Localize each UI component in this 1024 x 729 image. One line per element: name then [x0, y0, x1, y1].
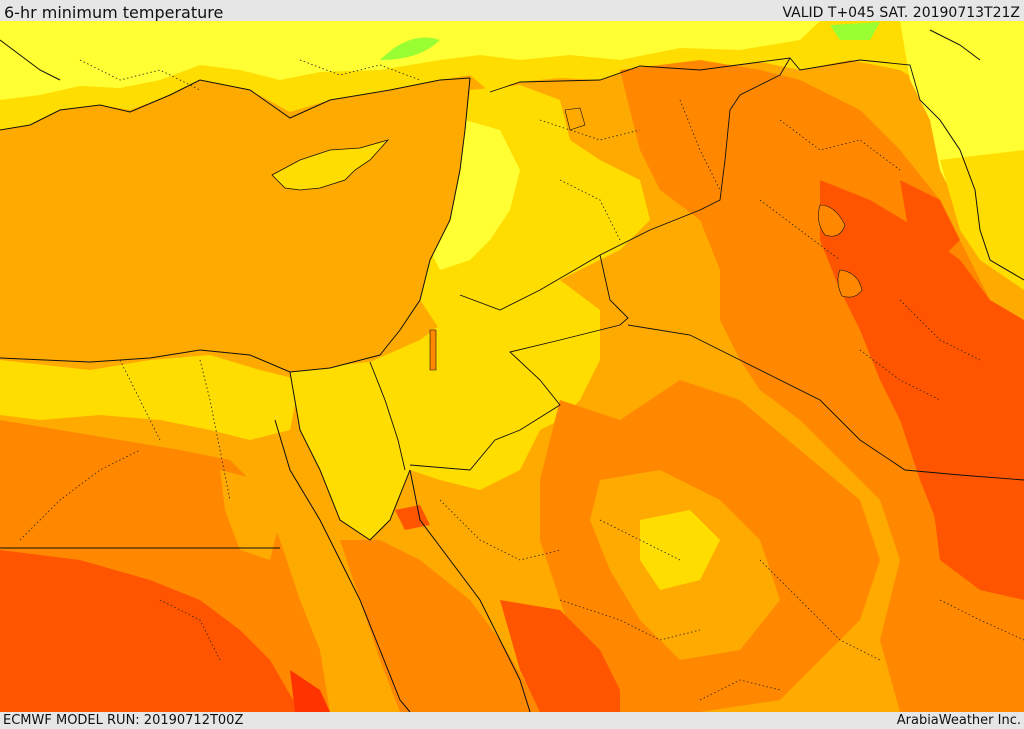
- dead-sea: [429, 329, 437, 371]
- national-borders: [0, 57, 1024, 549]
- temp-zone-ne-hot: [900, 180, 960, 260]
- temp-zone-gulf-red: [930, 470, 1024, 600]
- cyprus: [271, 139, 390, 191]
- temp-zone-green-2: [830, 22, 880, 40]
- footer-bar: ECMWF MODEL RUN: 20190712T00Z ArabiaWeat…: [0, 712, 1024, 729]
- map-svg: [0, 21, 1024, 712]
- credit: ArabiaWeather Inc.: [896, 713, 1021, 728]
- temp-zone-green-1: [380, 37, 440, 60]
- temp-zone-sinai-yellow: [290, 310, 540, 540]
- temp-zone-ne-lemon: [940, 150, 1024, 290]
- temp-zone-egypt-coast: [0, 355, 300, 440]
- temp-zone-jordan-yellow: [480, 280, 600, 440]
- coastlines: [0, 29, 1024, 712]
- header-bar: 6-hr minimum temperature VALID T+045 SAT…: [0, 0, 1024, 22]
- valid-time: VALID T+045 SAT. 20190713T21Z: [782, 5, 1020, 21]
- temp-zone-hejaz-red: [500, 600, 620, 712]
- temp-zone-saudi-yellow: [640, 510, 720, 590]
- syria-lake: [564, 107, 586, 131]
- map-title: 6-hr minimum temperature: [4, 3, 224, 22]
- temp-zone-aqaba-red: [395, 505, 430, 530]
- iraq-lake-1: [818, 204, 846, 237]
- temp-zone-levant-bright: [430, 120, 520, 270]
- iraq-lake-2: [837, 269, 863, 298]
- temp-zone-nile-orange: [220, 470, 280, 560]
- temp-zone-egypt-redhot: [290, 670, 330, 712]
- temp-zone-iraq-red: [820, 180, 1024, 560]
- model-run: ECMWF MODEL RUN: 20190712T00Z: [3, 713, 244, 728]
- province-boundaries: [19, 59, 1024, 701]
- temperature-map: [0, 21, 1024, 712]
- mediterranean-sea: [0, 78, 470, 372]
- temp-zone-egypt-red: [0, 550, 300, 712]
- temp-zone-north-bright: [0, 21, 820, 100]
- temp-zone-redsea: [340, 540, 540, 712]
